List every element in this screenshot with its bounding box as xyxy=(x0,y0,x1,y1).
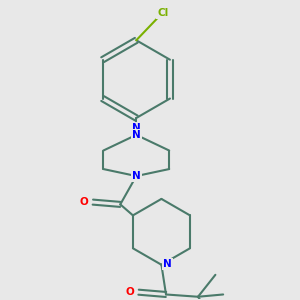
Text: N: N xyxy=(132,171,141,181)
Text: O: O xyxy=(125,287,134,297)
Text: O: O xyxy=(79,197,88,207)
Text: Cl: Cl xyxy=(157,8,168,18)
Text: N: N xyxy=(132,123,141,133)
Text: N: N xyxy=(164,259,172,269)
Text: N: N xyxy=(132,130,141,140)
